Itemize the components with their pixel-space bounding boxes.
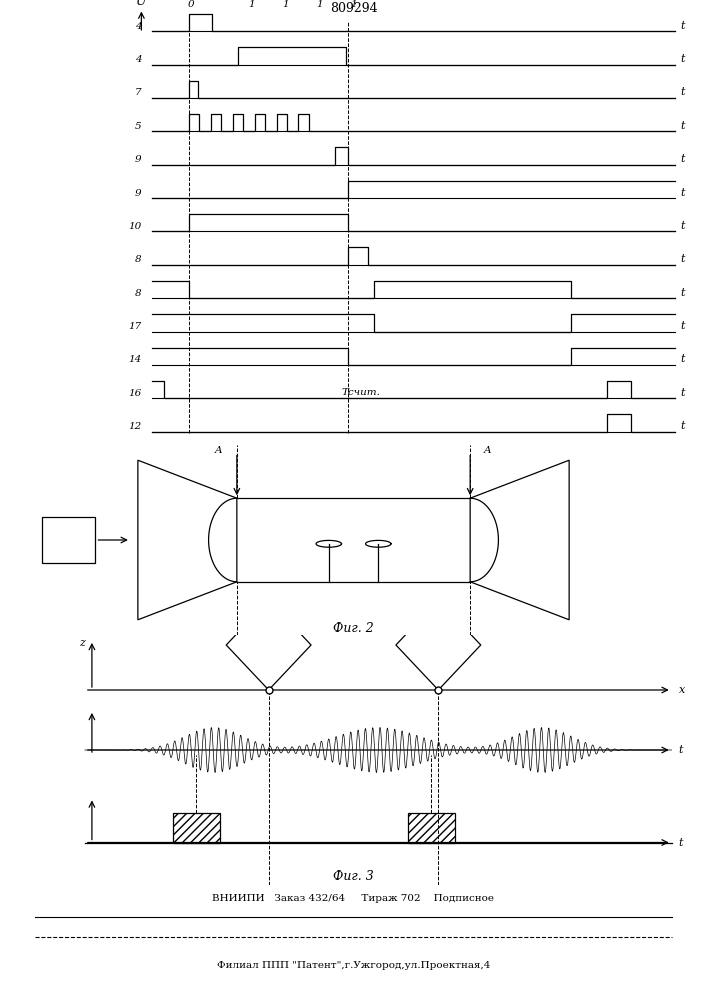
Text: 1: 1	[350, 0, 357, 9]
Text: 9: 9	[135, 189, 141, 198]
Bar	[42, 517, 95, 563]
Text: t: t	[681, 154, 685, 164]
Text: 0: 0	[188, 0, 194, 9]
Text: t: t	[679, 838, 683, 848]
Text: Фиг. 3: Фиг. 3	[333, 869, 374, 882]
Text: Филиал ППП "Патент",г.Ужгород,ул.Проектная,4: Филиал ППП "Патент",г.Ужгород,ул.Проектн…	[217, 961, 490, 970]
Text: t: t	[681, 288, 685, 298]
Bar	[407, 812, 455, 842]
Text: ВНИИПИ   Заказ 432/64     Тираж 702    Подписное: ВНИИПИ Заказ 432/64 Тираж 702 Подписное	[213, 894, 494, 903]
Text: A: A	[484, 446, 492, 455]
Text: 809294: 809294	[329, 2, 378, 15]
Text: t: t	[681, 121, 685, 131]
Text: A: A	[215, 446, 223, 455]
Text: 8: 8	[135, 289, 141, 298]
Text: x: x	[679, 685, 685, 695]
Text: Тсчит.: Тсчит.	[342, 388, 380, 397]
Text: t: t	[681, 254, 685, 264]
Text: t: t	[681, 87, 685, 97]
Text: t: t	[681, 221, 685, 231]
Text: t: t	[681, 188, 685, 198]
Text: Фиг. 2: Фиг. 2	[333, 622, 374, 635]
Text: 4: 4	[135, 55, 141, 64]
Bar	[173, 812, 220, 842]
Text: t: t	[681, 54, 685, 64]
Text: 17: 17	[128, 322, 141, 331]
Text: z: z	[79, 638, 85, 648]
Text: 16: 16	[128, 389, 141, 398]
Text: t: t	[679, 745, 683, 755]
Text: 1: 1	[316, 0, 322, 9]
Text: 1: 1	[248, 0, 255, 9]
Text: t: t	[681, 388, 685, 398]
Text: 5: 5	[135, 122, 141, 131]
Text: t: t	[681, 321, 685, 331]
Text: 10: 10	[128, 222, 141, 231]
Text: 14: 14	[128, 355, 141, 364]
Text: U: U	[136, 0, 146, 8]
Text: t: t	[681, 421, 685, 431]
Text: t: t	[681, 354, 685, 364]
Text: 4: 4	[135, 22, 141, 31]
Text: 8: 8	[135, 255, 141, 264]
Text: 12: 12	[128, 422, 141, 431]
Text: 9: 9	[135, 155, 141, 164]
Text: 1: 1	[282, 0, 288, 9]
Text: t: t	[681, 21, 685, 31]
Text: 7: 7	[135, 88, 141, 97]
